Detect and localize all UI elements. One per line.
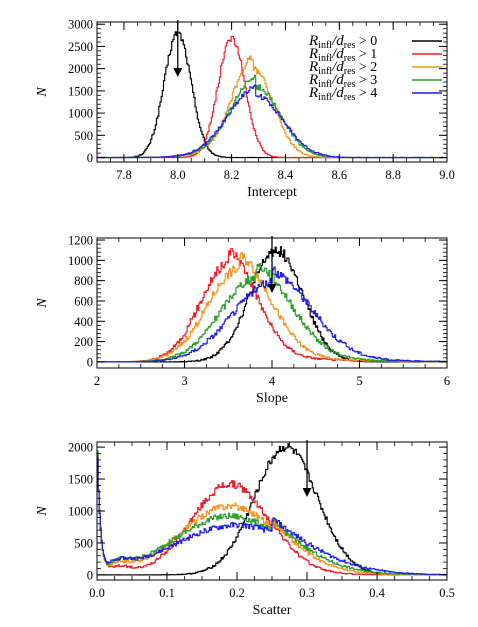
legend-entry: Rinfl/dres > 0 [308, 33, 442, 51]
x-tick-label: 6 [444, 374, 450, 388]
series-group [97, 443, 447, 576]
legend-entry: Rinfl/dres > 3 [308, 72, 442, 90]
y-tick-label: 3000 [68, 18, 93, 32]
x-tick-label: 8.6 [331, 168, 347, 182]
x-tick-label: 0.4 [369, 586, 385, 600]
y-tick-label: 1200 [68, 234, 93, 248]
y-tick-label: 2000 [68, 441, 93, 455]
y-tick-label: 1000 [68, 254, 93, 268]
x-tick-label: 0.2 [229, 586, 245, 600]
series-line [97, 31, 447, 159]
x-axis-title: Slope [256, 391, 288, 406]
y-tick-label: 1000 [68, 505, 93, 519]
y-tick-label: 800 [74, 274, 93, 288]
y-axis-title: N [35, 298, 50, 309]
x-tick-label: 8.0 [170, 168, 186, 182]
series-line [97, 457, 447, 576]
x-tick-label: 0.0 [89, 586, 105, 600]
y-tick-label: 0 [87, 151, 93, 165]
arrow-head [267, 284, 277, 293]
legend-entry: Rinfl/dres > 1 [308, 46, 442, 64]
x-tick-label: 9.0 [439, 168, 455, 182]
x-tick-label: 0.3 [299, 586, 315, 600]
panel-scatter: 0.0 0.1 0.2 0.3 0.4 0.5 0 500 1000 1500 2000 Scatte… [35, 440, 455, 618]
series-line [97, 84, 447, 159]
y-tick-label: 600 [74, 294, 93, 308]
plot-frame [96, 21, 448, 163]
y-tick-label: 500 [74, 129, 93, 143]
y-tick-label: 500 [74, 536, 93, 550]
legend-label: Rinfl/dres > 0 [308, 33, 377, 51]
x-axis-title: Scatter [253, 603, 292, 618]
series-line [97, 454, 447, 576]
x-tick-label: 0.5 [439, 586, 455, 600]
y-tick-label: 2500 [68, 40, 93, 54]
y-tick-label: 1500 [68, 473, 93, 487]
x-axis-title: Intercept [247, 185, 297, 200]
legend-entry: Rinfl/dres > 4 [308, 85, 442, 103]
y-tick-label: 0 [87, 355, 93, 369]
y-axis-title: N [35, 506, 50, 517]
x-tick-label: 7.8 [116, 168, 132, 182]
y-tick-label: 1000 [68, 107, 93, 121]
panel-slope: 2 3 4 5 6 0 200 400 600 800 1000 1200 Slope N [35, 234, 450, 406]
panel-intercept: 7.8 8.0 8.2 8.4 8.6 8.8 9.0 0 500 1000 1500 2000 250… [35, 18, 455, 200]
arrow-head [302, 488, 312, 497]
y-tick-label: 400 [74, 315, 93, 329]
legend-label: Rinfl/dres > 1 [308, 46, 377, 64]
y-tick-label: 0 [87, 568, 93, 582]
legend-label: Rinfl/dres > 2 [308, 59, 377, 77]
x-tick-label: 3 [181, 374, 187, 388]
arrow-head [173, 68, 183, 77]
x-tick-label: 8.4 [278, 168, 294, 182]
x-tick-label: 8.8 [385, 168, 401, 182]
legend-entry: Rinfl/dres > 2 [308, 59, 442, 77]
y-tick-label: 1500 [68, 84, 93, 98]
y-tick-label: 2000 [68, 62, 93, 76]
series-line [97, 266, 447, 363]
series-line [97, 35, 447, 159]
x-tick-label: 4 [269, 374, 276, 388]
x-tick-label: 0.1 [159, 586, 175, 600]
x-tick-label: 2 [94, 374, 100, 388]
y-axis-title: N [35, 87, 50, 98]
legend-label: Rinfl/dres > 3 [308, 72, 377, 90]
y-tick-label: 200 [74, 335, 93, 349]
series-group [97, 31, 447, 159]
legend-label: Rinfl/dres > 4 [308, 85, 377, 103]
x-tick-label: 5 [356, 374, 362, 388]
x-tick-label: 8.2 [224, 168, 240, 182]
